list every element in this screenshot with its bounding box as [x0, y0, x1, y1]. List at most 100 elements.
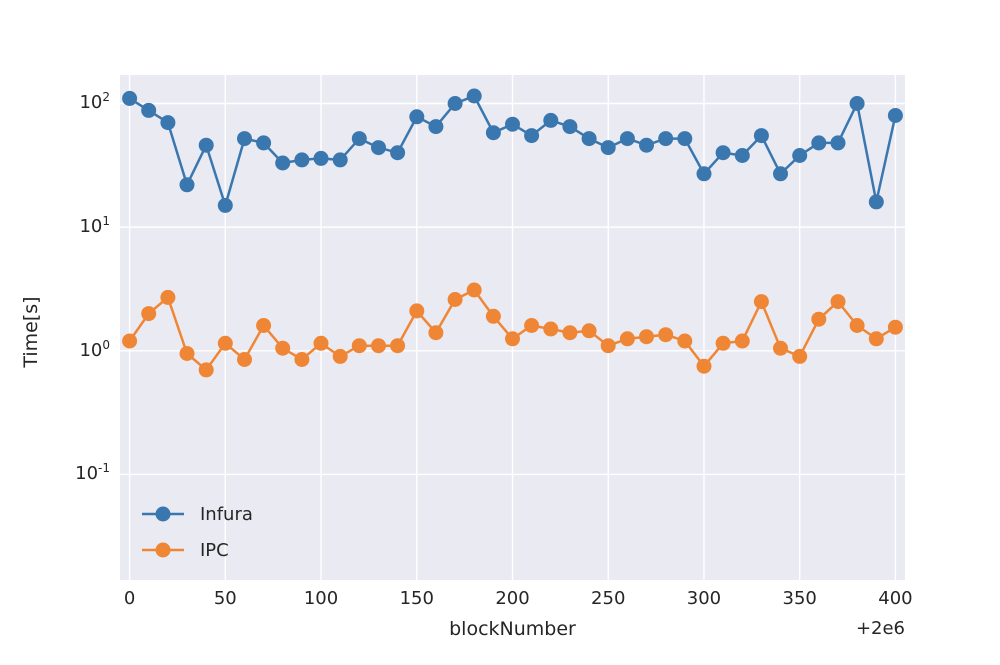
legend-dot-ipc: [155, 542, 171, 558]
infura-marker: [868, 194, 884, 210]
infura-marker: [217, 197, 233, 213]
ipc-marker: [390, 338, 406, 354]
x-tick-label: 250: [591, 588, 626, 609]
ipc-marker: [160, 289, 176, 305]
infura-marker: [313, 150, 329, 166]
infura-marker: [619, 131, 635, 147]
infura-series: [122, 88, 903, 213]
x-tick-label: 200: [495, 588, 530, 609]
ipc-marker: [753, 294, 769, 310]
x-axis-label: blockNumber: [449, 618, 576, 640]
legend-item-ipc: IPC: [140, 532, 253, 568]
infura-marker: [409, 109, 425, 125]
ipc-marker: [371, 338, 386, 354]
infura-marker: [332, 152, 348, 168]
y-tick-label: 100: [79, 337, 110, 361]
ipc-marker: [409, 303, 425, 319]
ipc-marker: [562, 325, 578, 341]
infura-marker: [428, 119, 444, 135]
infura-marker: [275, 155, 291, 171]
infura-marker: [294, 152, 310, 168]
infura-marker: [773, 166, 788, 182]
ipc-marker: [811, 311, 827, 327]
infura-marker: [811, 135, 827, 151]
ipc-marker: [505, 331, 520, 347]
legend-label-infura: Infura: [200, 503, 253, 525]
infura-marker: [639, 137, 654, 153]
ipc-marker: [313, 335, 329, 351]
ipc-marker: [198, 362, 214, 378]
ipc-marker: [256, 318, 272, 333]
ipc-marker: [639, 329, 654, 345]
x-tick-label: 300: [686, 588, 722, 609]
ipc-marker: [485, 308, 501, 324]
x-tick-label: 400: [878, 588, 913, 609]
ipc-marker: [830, 294, 846, 310]
infura-marker: [447, 96, 463, 111]
x-tick-label: 100: [303, 588, 339, 609]
ipc-marker: [141, 306, 157, 322]
infura-marker: [122, 90, 138, 106]
ipc-marker: [619, 331, 635, 347]
infura-marker: [198, 137, 214, 153]
infura-marker: [371, 140, 386, 156]
x-axis-offset-label: +2e6: [855, 618, 905, 639]
ipc-marker: [217, 335, 233, 351]
ipc-marker: [466, 282, 482, 298]
infura-marker: [485, 125, 501, 141]
infura-marker: [581, 131, 597, 147]
infura-marker: [658, 131, 674, 147]
ipc-marker: [868, 331, 884, 347]
legend-marker-ipc: [142, 542, 184, 558]
legend-label-ipc: IPC: [200, 539, 229, 561]
infura-marker: [562, 119, 578, 135]
infura-marker: [505, 116, 520, 132]
ipc-marker: [332, 348, 348, 364]
ipc-marker: [773, 340, 788, 356]
ipc-marker: [581, 323, 597, 339]
infura-marker: [390, 145, 406, 161]
infura-marker: [734, 148, 750, 163]
infura-marker: [696, 166, 712, 182]
ipc-marker: [351, 338, 367, 354]
ipc-marker: [696, 358, 712, 374]
y-tick-label: 102: [79, 90, 110, 114]
ipc-marker: [275, 340, 291, 356]
ipc-marker: [447, 292, 463, 307]
ipc-marker: [543, 321, 559, 337]
ipc-marker: [734, 333, 750, 349]
infura-marker: [715, 145, 731, 161]
x-tick-label: 150: [399, 588, 434, 609]
ipc-marker: [179, 346, 195, 361]
ipc-marker: [887, 319, 903, 335]
ipc-series: [122, 282, 903, 378]
ipc-marker: [658, 327, 674, 343]
infura-marker: [351, 131, 367, 147]
legend-dot-infura: [155, 506, 171, 522]
ipc-marker: [122, 333, 138, 349]
infura-marker: [792, 148, 808, 163]
infura-marker: [887, 108, 903, 123]
y-axis-label: Time[s]: [20, 296, 42, 368]
infura-marker: [179, 177, 195, 193]
ipc-marker: [428, 325, 444, 341]
x-tick-label: 50: [213, 588, 237, 609]
infura-marker: [677, 131, 693, 147]
ipc-marker: [524, 318, 540, 333]
legend: Infura IPC: [140, 496, 253, 568]
ipc-marker: [792, 348, 808, 364]
infura-marker: [849, 96, 865, 111]
ipc-marker: [237, 352, 252, 367]
x-tick-label: 350: [782, 588, 817, 609]
x-tick-label: 0: [123, 588, 136, 609]
y-tick-label: 10-1: [75, 461, 110, 485]
legend-item-infura: Infura: [140, 496, 253, 532]
infura-marker: [830, 135, 846, 151]
infura-marker: [160, 115, 176, 131]
ipc-marker: [849, 318, 865, 333]
ipc-marker: [715, 335, 731, 351]
ipc-marker: [294, 352, 310, 367]
infura-marker: [543, 112, 559, 128]
